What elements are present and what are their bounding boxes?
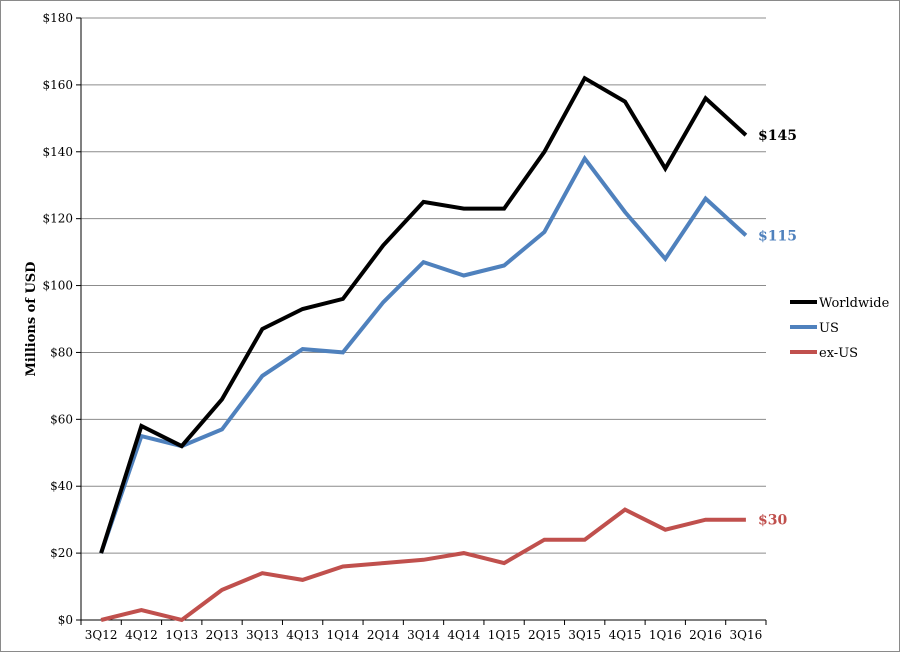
x-tick-label: 3Q16 [729,628,762,642]
y-tick-label: $120 [42,212,73,226]
axes [80,18,767,625]
end-label-us: $115 [758,228,797,244]
x-tick-label: 2Q14 [367,628,400,642]
end-label-worldwide: $145 [758,128,797,144]
legend-label: ex-US [819,346,858,361]
y-tick-label: $140 [42,145,73,159]
x-tick-label: 3Q15 [568,628,601,642]
y-tick-label: $40 [50,479,73,493]
y-tick-label: $0 [58,613,73,627]
legend-label: US [819,321,839,336]
x-tick-label: 4Q13 [286,628,319,642]
gridlines [76,17,766,621]
x-tick-label: 1Q15 [488,628,521,642]
series-line-worldwide [99,75,748,554]
y-axis-label: Millions of USD [24,262,39,377]
x-tick-label: 3Q14 [407,628,440,642]
x-tick-label: 2Q16 [689,628,722,642]
end-labels: $145 $115 $30 [758,128,797,529]
x-tick-labels: 3Q12 4Q12 1Q13 2Q13 3Q13 4Q13 1Q14 2Q14 3Q14 4Q14… [85,628,762,642]
y-tick-label: $80 [50,345,73,359]
end-label-ex-us: $30 [758,513,787,529]
y-tick-label: $180 [42,11,73,25]
legend-label: Worldwide [819,296,890,311]
x-tick-label: 2Q15 [528,628,561,642]
y-tick-label: $100 [42,279,73,293]
y-tick-label: $20 [50,546,73,560]
x-tick-label: 1Q14 [327,628,360,642]
x-tick-label: 3Q13 [246,628,279,642]
series-line-ex-us [100,507,746,623]
y-tick-label: $60 [50,412,73,426]
x-tick-label: 1Q13 [165,628,198,642]
x-tick-label: 2Q13 [206,628,239,642]
y-tick-label: $160 [42,78,73,92]
x-tick-label: 4Q12 [125,628,158,642]
series-lines [99,75,748,623]
x-tick-label: 3Q12 [85,628,118,642]
x-tick-label: 4Q14 [447,628,480,642]
x-tick-label: 4Q15 [609,628,642,642]
x-tick-label: 1Q16 [649,628,682,642]
series-line-us [99,154,748,554]
y-tick-labels: $0 $20 $40 $60 $80 $100 $120 $140 $160 $180 [42,11,73,627]
legend: Worldwide US ex-US [790,296,890,361]
